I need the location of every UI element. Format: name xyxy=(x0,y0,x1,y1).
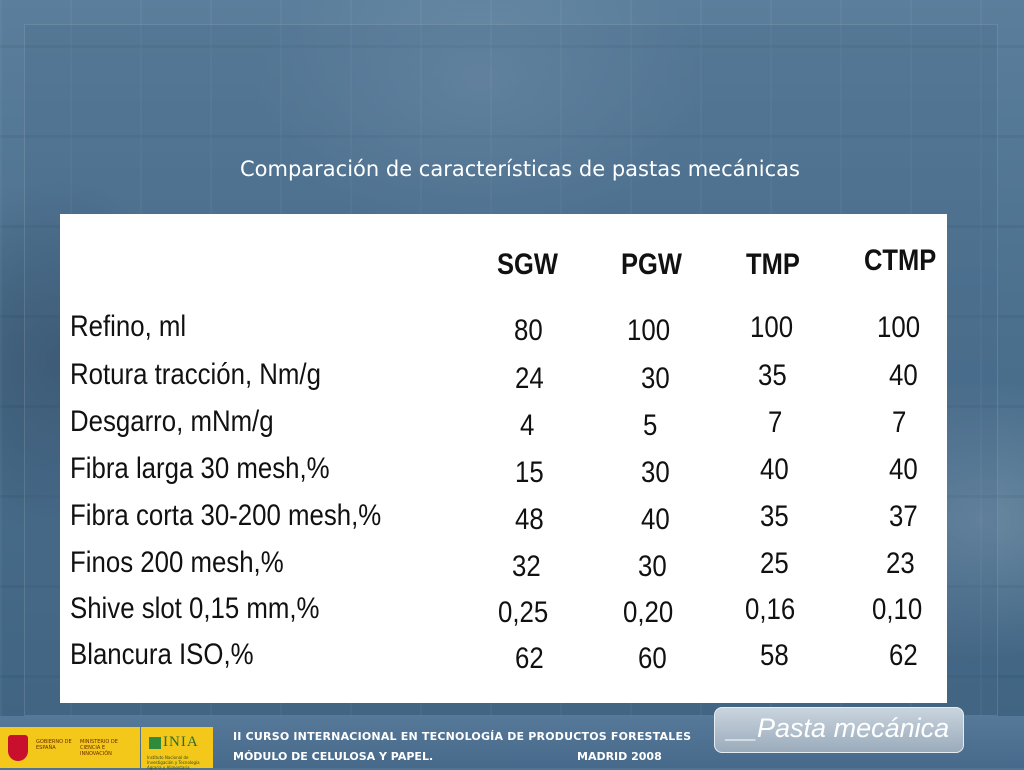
cell-value: 62 xyxy=(889,639,918,672)
cell-value: 0,10 xyxy=(872,593,923,626)
row-label-blancura: Blancura ISO,% xyxy=(70,638,254,671)
cell-value: 48 xyxy=(515,503,544,536)
section-badge: __Pasta mecánica xyxy=(714,707,964,753)
cell-value: 0,20 xyxy=(623,596,674,629)
location-year: MADRID 2008 xyxy=(577,750,662,763)
cell-value: 40 xyxy=(641,503,670,536)
cell-value: 15 xyxy=(515,456,544,489)
section-badge-label: __Pasta mecánica xyxy=(727,713,950,743)
row-label-refino: Refino, ml xyxy=(70,310,187,343)
cell-value: 37 xyxy=(889,500,918,533)
cell-value: 30 xyxy=(641,362,670,395)
data-table: SGW PGW TMP CTMP Refino, ml 80 100 100 1… xyxy=(60,214,947,703)
cell-value: 0,25 xyxy=(498,596,549,629)
cell-value: 35 xyxy=(758,359,787,392)
cell-value: 23 xyxy=(886,547,915,580)
inia-logo: INIA Instituto Nacional de Investigación… xyxy=(141,727,213,770)
cell-value: 24 xyxy=(515,362,544,395)
column-header-pgw: PGW xyxy=(621,248,682,281)
cell-value: 7 xyxy=(892,406,907,439)
cell-value: 7 xyxy=(768,406,783,439)
cell-value: 62 xyxy=(515,642,544,675)
column-header-sgw: SGW xyxy=(497,248,558,281)
logo-text: INIA xyxy=(163,734,199,750)
row-label-desgarro: Desgarro, mNm/g xyxy=(70,405,274,438)
row-label-shive-slot: Shive slot 0,15 mm,% xyxy=(70,592,320,625)
row-label-fibra-larga: Fibra larga 30 mesh,% xyxy=(70,452,330,485)
cell-value: 4 xyxy=(520,409,535,442)
logo-text: MINISTERIO DE CIENCIA E INNOVACIÓN xyxy=(80,739,118,757)
cell-value: 25 xyxy=(760,547,789,580)
column-header-tmp: TMP xyxy=(746,248,800,281)
row-label-fibra-corta: Fibra corta 30-200 mesh,% xyxy=(70,499,382,532)
cell-value: 32 xyxy=(512,550,541,583)
slide-title: Comparación de características de pastas… xyxy=(239,157,800,181)
row-label-rotura-traccion: Rotura tracción, Nm/g xyxy=(70,358,321,391)
cell-value: 80 xyxy=(514,314,543,347)
cell-value: 5 xyxy=(643,409,658,442)
logo-text: GOBIERNO DE ESPAÑA xyxy=(36,739,72,751)
cell-value: 35 xyxy=(760,500,789,533)
cell-value: 100 xyxy=(627,314,671,347)
cell-value: 100 xyxy=(877,311,921,344)
inia-leaf-icon xyxy=(149,737,161,749)
row-label-finos: Finos 200 mesh,% xyxy=(70,546,284,579)
coat-of-arms-icon xyxy=(8,735,28,761)
cell-value: 0,16 xyxy=(745,593,796,626)
cell-value: 30 xyxy=(641,456,670,489)
cell-value: 40 xyxy=(889,359,918,392)
cell-value: 58 xyxy=(760,639,789,672)
cell-value: 100 xyxy=(750,311,794,344)
column-header-ctmp: CTMP xyxy=(864,244,937,277)
cell-value: 40 xyxy=(760,453,789,486)
course-title: II CURSO INTERNACIONAL EN TECNOLOGÍA DE … xyxy=(233,730,692,743)
government-logo: GOBIERNO DE ESPAÑA MINISTERIO DE CIENCIA… xyxy=(0,727,140,768)
cell-value: 30 xyxy=(638,550,667,583)
module-title: MÓDULO DE CELULOSA Y PAPEL. xyxy=(233,750,434,763)
cell-value: 40 xyxy=(889,453,918,486)
cell-value: 60 xyxy=(638,642,667,675)
